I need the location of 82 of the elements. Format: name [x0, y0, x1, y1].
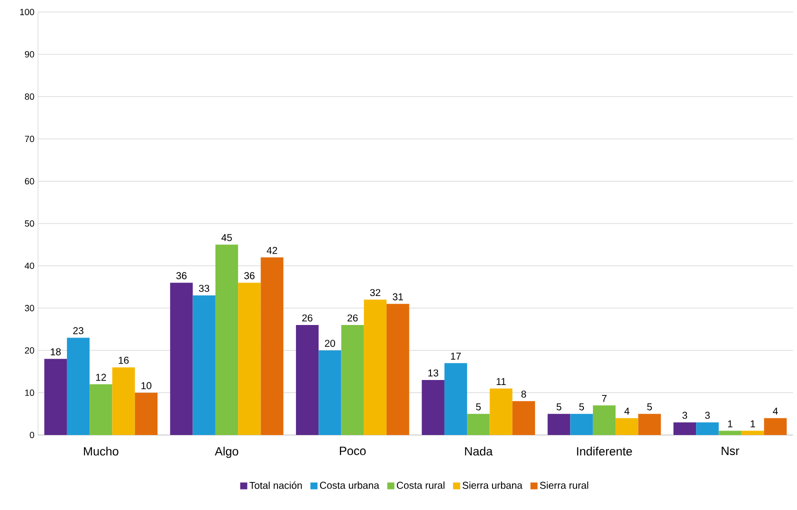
data-label: 26: [348, 314, 358, 322]
bar: [616, 418, 638, 435]
y-tick-label: 20: [24, 347, 34, 354]
bar: [592, 405, 616, 435]
bar: [444, 363, 468, 435]
x-tick-label: Indiferente: [577, 446, 632, 456]
bar: [296, 325, 319, 435]
x-tick-label: Poco: [340, 446, 366, 456]
data-label: 4: [772, 408, 778, 415]
data-label: 23: [73, 327, 84, 334]
data-label: 10: [141, 382, 152, 390]
data-label: 3: [705, 412, 710, 419]
bar: [422, 380, 444, 435]
bar: [192, 295, 216, 435]
bar: [238, 282, 261, 435]
data-label: 33: [198, 284, 210, 292]
data-label: 4: [624, 408, 630, 415]
bar: [170, 282, 193, 435]
bar: [215, 244, 238, 435]
data-label: 32: [370, 289, 380, 296]
data-label: 5: [476, 403, 481, 410]
data-label: 8: [521, 390, 526, 398]
bar: [467, 414, 490, 435]
bar: [741, 430, 764, 435]
bar: [260, 257, 284, 435]
bar: [341, 325, 364, 435]
y-tick-label: 60: [24, 178, 34, 184]
bar: [44, 358, 67, 435]
x-tick-label: Nada: [465, 446, 493, 456]
bar: [548, 414, 570, 435]
legend-label: Total nación: [249, 481, 302, 489]
legend-label: Costa urbana: [320, 482, 380, 489]
data-label: 17: [450, 352, 461, 360]
bar: [512, 401, 536, 435]
bar: [718, 430, 742, 435]
data-label: 7: [602, 395, 607, 402]
bar: [638, 414, 661, 435]
bar: [66, 338, 90, 435]
y-tick-label: 30: [24, 304, 34, 312]
data-label: 26: [302, 314, 312, 322]
data-label: 42: [266, 246, 278, 254]
data-label: 13: [428, 369, 438, 376]
bar: [364, 300, 387, 435]
data-label: 31: [392, 293, 403, 300]
data-label: 20: [324, 340, 336, 347]
data-label: 5: [556, 403, 562, 410]
bar: [386, 304, 410, 435]
data-label: 1: [728, 420, 732, 428]
legend-label: Sierra urbana: [462, 482, 522, 489]
bar: [134, 392, 158, 435]
y-tick-label: 10: [25, 390, 34, 396]
data-label: 36: [176, 272, 187, 280]
legend-label: Sierra rural: [540, 482, 588, 489]
data-label: 1: [750, 420, 756, 428]
legend-label: Costa rural: [396, 482, 444, 489]
y-tick-label: 0: [30, 432, 34, 438]
x-tick-label: Nsr: [722, 446, 740, 456]
bar: [673, 422, 696, 435]
bar: [112, 367, 135, 435]
data-label: 16: [118, 356, 129, 364]
y-tick-label: 80: [24, 93, 34, 100]
data-label: 45: [221, 234, 232, 242]
data-label: 5: [579, 403, 584, 410]
y-tick-label: 70: [24, 136, 34, 142]
data-label: 12: [96, 374, 106, 381]
y-tick-label: 100: [20, 8, 34, 16]
y-tick-label: 50: [24, 220, 34, 227]
data-label: 5: [647, 403, 652, 410]
bar: [318, 350, 342, 435]
bar: [90, 384, 112, 435]
data-label: 18: [50, 348, 61, 356]
data-label: 3: [682, 412, 688, 419]
data-label: 11: [496, 378, 506, 385]
x-tick-label: Algo: [214, 446, 238, 458]
bar: [570, 414, 593, 435]
bar: [696, 422, 719, 435]
y-tick-label: 90: [24, 51, 34, 58]
y-tick-label: 40: [24, 262, 34, 269]
data-label: 36: [244, 272, 255, 280]
bar: [490, 388, 512, 435]
bar: [764, 418, 787, 435]
x-tick-label: Mucho: [84, 446, 118, 456]
